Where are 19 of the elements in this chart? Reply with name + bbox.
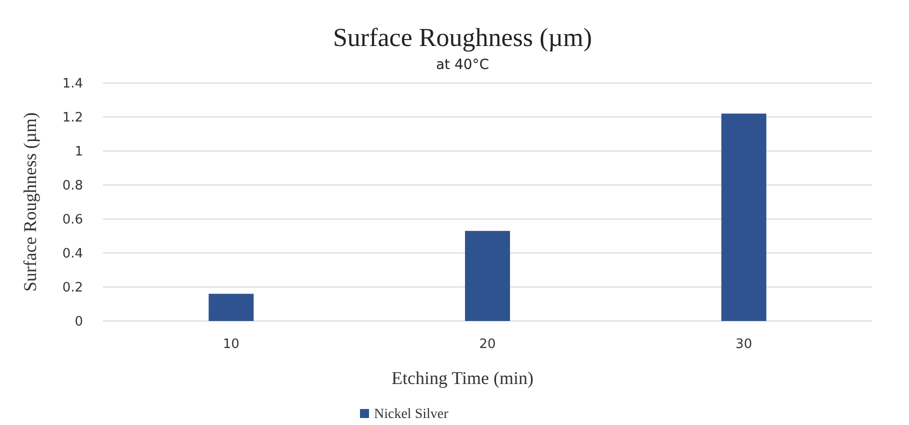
bar	[465, 230, 510, 321]
y-tick-label: 0.8	[62, 178, 83, 194]
y-tick-label: 0.6	[62, 212, 83, 228]
legend-label: Nickel Silver	[374, 407, 449, 422]
x-axis-title: Etching Time (min)	[391, 368, 534, 388]
y-tick-label: 1.2	[62, 110, 83, 126]
y-tick-label: 1.4	[62, 76, 83, 92]
y-tick-label: 0	[74, 314, 83, 330]
y-tick-label: 0.4	[62, 246, 83, 262]
bar	[721, 114, 766, 321]
y-axis-title: Surface Roughness (µm)	[20, 112, 40, 292]
x-tick-label: 30	[736, 337, 752, 352]
x-tick-label: 10	[222, 337, 240, 352]
bar	[208, 294, 254, 321]
chart-subtitle: at 40°C	[436, 57, 490, 73]
y-tick-label: 0.2	[62, 280, 83, 296]
chart-title: Surface Roughness (µm)	[332, 23, 592, 52]
x-tick-label: 20	[479, 337, 496, 352]
y-tick-label: 1	[74, 144, 83, 160]
